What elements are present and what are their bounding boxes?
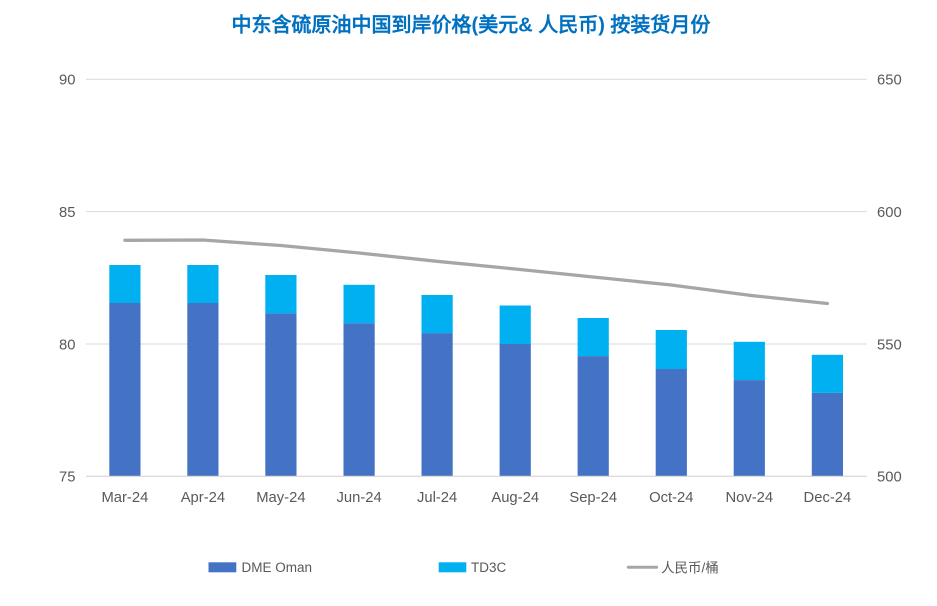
svg-text:90: 90 [59,73,75,89]
svg-text:Sep-24: Sep-24 [569,490,617,506]
svg-text:Nov-24: Nov-24 [725,490,773,506]
svg-text:600: 600 [877,205,902,221]
svg-text:Jun-24: Jun-24 [336,490,381,506]
svg-text:Mar-24: Mar-24 [101,490,148,506]
svg-text:人民币/桶: 人民币/桶 [661,561,719,576]
svg-text:中东含硫原油中国到岸价格(美元& 人民币) 按装货月份: 中东含硫原油中国到岸价格(美元& 人民币) 按装货月份 [232,13,712,37]
svg-text:TD3C: TD3C [471,560,507,575]
svg-text:550: 550 [877,337,902,353]
svg-text:Apr-24: Apr-24 [181,490,225,506]
svg-text:Jul-24: Jul-24 [417,490,457,506]
svg-text:DME Oman: DME Oman [242,560,313,575]
svg-text:85: 85 [59,205,75,221]
svg-text:650: 650 [877,73,902,89]
svg-text:May-24: May-24 [256,490,305,506]
svg-text:500: 500 [877,470,902,486]
svg-text:80: 80 [59,337,75,353]
svg-text:Dec-24: Dec-24 [804,490,852,506]
svg-text:Oct-24: Oct-24 [649,490,693,506]
svg-text:75: 75 [59,470,75,486]
svg-text:Aug-24: Aug-24 [491,490,539,506]
